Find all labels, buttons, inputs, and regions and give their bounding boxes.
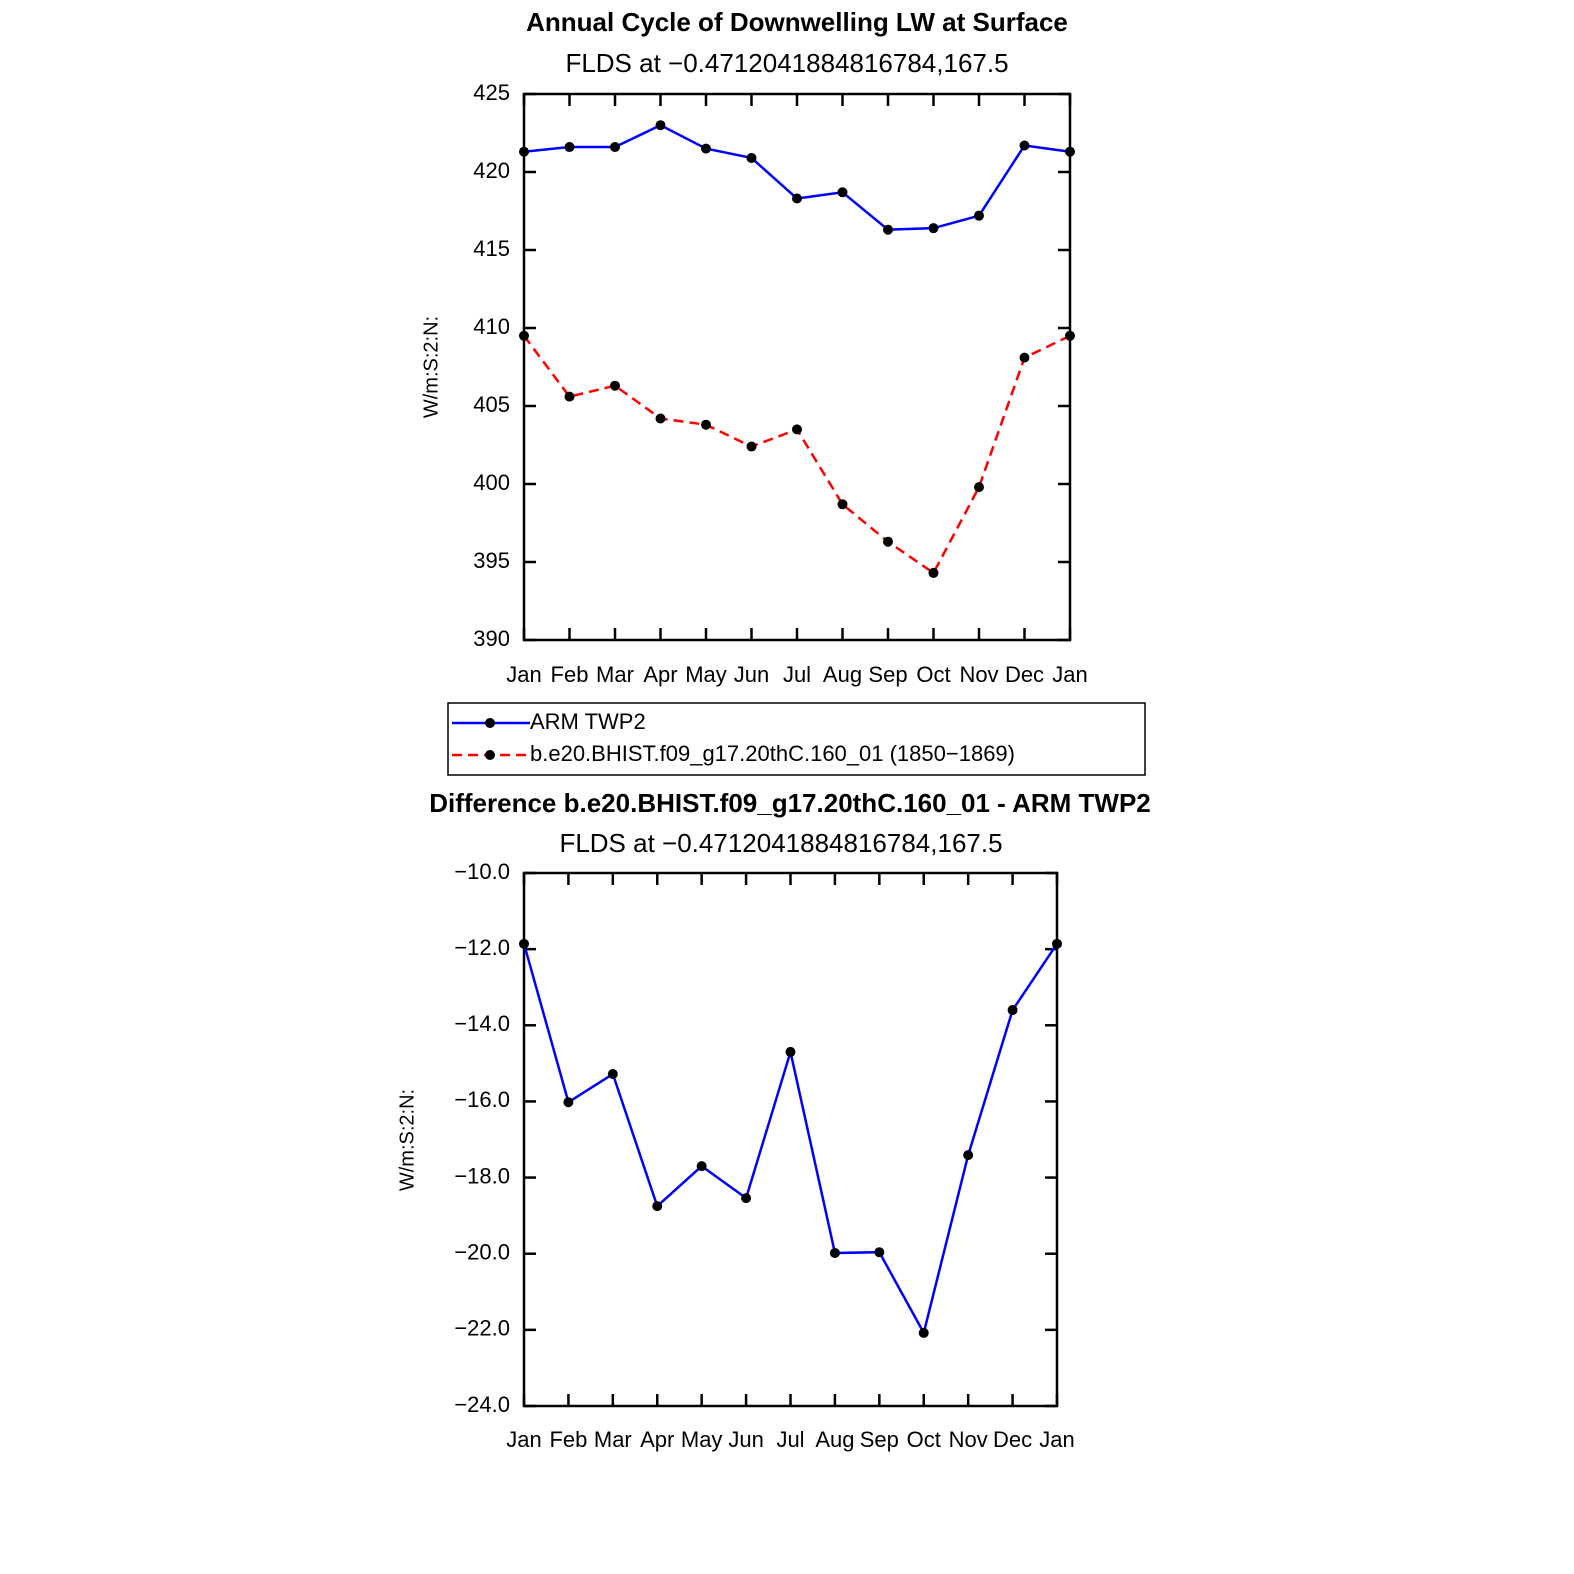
- chart-title: Annual Cycle of Downwelling LW at Surfac…: [526, 7, 1068, 37]
- chart-title: Difference b.e20.BHIST.f09_g17.20thC.160…: [429, 788, 1151, 818]
- data-point: [1007, 1005, 1018, 1016]
- legend-label: b.e20.BHIST.f09_g17.20thC.160_01 (1850−1…: [530, 741, 1015, 766]
- x-tick-label: May: [685, 662, 727, 687]
- x-tick-label: Apr: [643, 662, 677, 687]
- y-axis-label: W/m:S:2:N:: [396, 1089, 418, 1191]
- data-point: [701, 143, 711, 154]
- plot-frame: [522, 871, 1059, 1408]
- data-point: [1065, 330, 1075, 341]
- y-tick-label: −10.0: [454, 859, 510, 884]
- y-tick-label: 425: [473, 80, 510, 105]
- data-point: [874, 1247, 885, 1258]
- chart-subtitle: FLDS at −0.4712041884816784,167.5: [559, 828, 1002, 858]
- data-point: [519, 330, 529, 341]
- y-tick-label: 400: [473, 470, 510, 495]
- x-tick-label: Aug: [823, 662, 862, 687]
- x-tick-label: Nov: [959, 662, 998, 687]
- data-point: [928, 567, 939, 578]
- chart-subtitle: FLDS at −0.4712041884816784,167.5: [565, 48, 1008, 78]
- y-tick-label: −12.0: [454, 935, 510, 960]
- data-point: [564, 391, 575, 402]
- data-point: [829, 1247, 840, 1258]
- x-tick-label: Apr: [640, 1427, 674, 1452]
- y-tick-label: −20.0: [454, 1240, 510, 1265]
- data-point: [883, 536, 893, 547]
- x-tick-label: May: [681, 1427, 723, 1452]
- data-point: [1065, 146, 1075, 157]
- x-tick-label: Jul: [776, 1427, 804, 1452]
- legend-label: ARM TWP2: [530, 709, 646, 734]
- data-point: [974, 210, 984, 221]
- x-tick-label: Oct: [907, 1427, 941, 1452]
- data-point: [610, 380, 620, 391]
- data-point: [563, 1097, 574, 1108]
- y-axis-label: W/m:S:2:N:: [420, 316, 442, 418]
- data-point: [918, 1327, 929, 1338]
- y-tick-label: 410: [473, 314, 510, 339]
- data-point: [1019, 352, 1030, 363]
- data-point: [652, 1201, 663, 1212]
- series-line: [523, 123, 1071, 231]
- y-tick-label: 395: [473, 548, 510, 573]
- data-point: [963, 1150, 974, 1161]
- data-point: [655, 120, 666, 131]
- x-tick-label: Mar: [596, 662, 634, 687]
- y-tick-label: 390: [473, 626, 510, 651]
- data-point: [974, 482, 984, 493]
- legend-box: [447, 702, 1146, 776]
- data-point: [610, 142, 620, 153]
- x-tick-label: Jan: [506, 1427, 541, 1452]
- data-point: [837, 499, 848, 510]
- data-point: [1019, 140, 1030, 151]
- data-point: [519, 938, 529, 949]
- data-point: [741, 1193, 752, 1204]
- series-line: [522, 334, 1071, 575]
- x-tick-label: Dec: [993, 1427, 1032, 1452]
- data-point: [746, 152, 757, 163]
- data-point: [928, 223, 939, 234]
- y-tick-label: 405: [473, 392, 510, 417]
- data-point: [519, 146, 529, 157]
- x-tick-label: Feb: [551, 662, 589, 687]
- data-point: [883, 224, 893, 235]
- x-tick-label: Jan: [506, 662, 541, 687]
- x-tick-label: Sep: [868, 662, 907, 687]
- data-point: [785, 1046, 796, 1057]
- x-tick-label: Sep: [860, 1427, 899, 1452]
- data-point: [792, 424, 802, 435]
- y-tick-label: −18.0: [454, 1163, 510, 1188]
- data-point: [607, 1069, 618, 1080]
- x-tick-label: Oct: [916, 662, 950, 687]
- y-tick-label: 415: [473, 236, 510, 261]
- x-tick-label: Jan: [1052, 662, 1087, 687]
- data-point: [701, 419, 711, 430]
- x-tick-label: Jul: [783, 662, 811, 687]
- data-point: [1052, 938, 1062, 949]
- data-point: [746, 441, 757, 452]
- x-tick-label: Jun: [728, 1427, 763, 1452]
- x-tick-label: Dec: [1005, 662, 1044, 687]
- data-point: [792, 193, 802, 204]
- data-point: [564, 142, 575, 153]
- data-point: [696, 1161, 707, 1172]
- x-tick-label: Jan: [1039, 1427, 1074, 1452]
- x-tick-label: Feb: [549, 1427, 587, 1452]
- x-tick-label: Jun: [734, 662, 769, 687]
- data-point: [655, 413, 666, 424]
- y-tick-label: −24.0: [454, 1392, 510, 1417]
- x-tick-label: Aug: [815, 1427, 854, 1452]
- y-tick-label: −16.0: [454, 1087, 510, 1112]
- y-tick-label: 420: [473, 158, 510, 183]
- series-line: [522, 943, 1059, 1337]
- y-tick-label: −22.0: [454, 1316, 510, 1341]
- y-tick-label: −14.0: [454, 1011, 510, 1036]
- legend-marker: [485, 718, 495, 728]
- x-tick-label: Mar: [594, 1427, 632, 1452]
- x-tick-label: Nov: [949, 1427, 988, 1452]
- data-point: [837, 187, 848, 198]
- legend-marker: [485, 750, 495, 760]
- plot-frame: [522, 92, 1072, 642]
